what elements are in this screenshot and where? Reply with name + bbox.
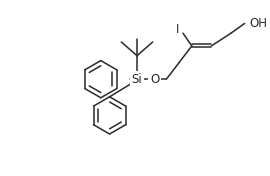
Text: O: O [150,73,159,86]
Text: Si: Si [132,73,142,86]
Text: OH: OH [249,17,268,30]
Text: I: I [176,23,179,36]
